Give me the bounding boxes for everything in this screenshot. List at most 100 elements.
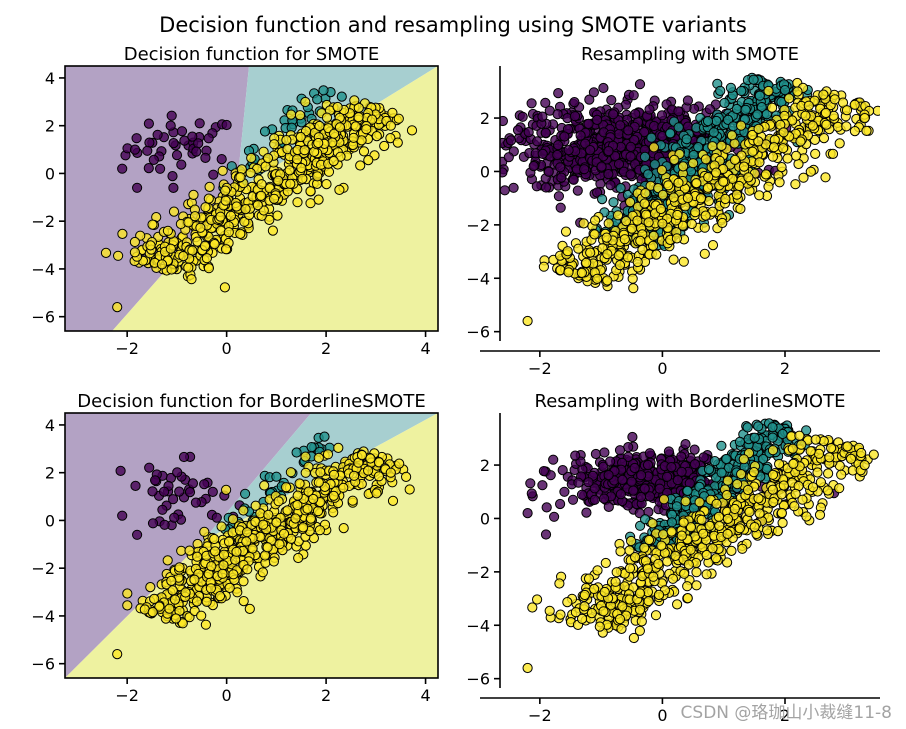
data-point bbox=[708, 127, 719, 138]
data-point bbox=[363, 155, 374, 166]
data-point bbox=[159, 519, 170, 530]
x-tick-label: 4 bbox=[420, 686, 430, 705]
subplot-title: Decision function for SMOTE bbox=[124, 44, 380, 65]
data-point bbox=[767, 102, 778, 113]
data-point bbox=[168, 138, 179, 149]
data-point bbox=[669, 154, 680, 165]
data-point bbox=[393, 113, 404, 124]
data-point bbox=[189, 211, 201, 222]
data-point bbox=[608, 197, 619, 208]
data-point bbox=[713, 511, 725, 522]
data-point bbox=[191, 146, 202, 157]
data-point bbox=[562, 246, 573, 257]
data-point bbox=[122, 600, 133, 611]
data-point bbox=[157, 504, 168, 515]
data-point bbox=[608, 109, 619, 120]
data-point bbox=[688, 158, 699, 169]
data-point bbox=[300, 467, 311, 478]
series-purple bbox=[522, 431, 840, 540]
data-point bbox=[643, 534, 655, 546]
data-point bbox=[188, 189, 199, 200]
data-point bbox=[312, 171, 323, 182]
data-point bbox=[699, 248, 710, 259]
data-point bbox=[744, 506, 755, 518]
data-point bbox=[703, 172, 714, 183]
data-point bbox=[673, 122, 684, 133]
data-point bbox=[321, 179, 332, 190]
data-point bbox=[241, 536, 252, 547]
data-point bbox=[328, 490, 339, 501]
y-tick-label: −4 bbox=[31, 260, 55, 279]
data-point bbox=[169, 594, 181, 605]
data-point bbox=[740, 104, 751, 115]
data-point bbox=[644, 491, 656, 502]
x-tick-label: 0 bbox=[222, 339, 232, 358]
data-point bbox=[836, 469, 847, 480]
data-point bbox=[603, 501, 614, 512]
data-point bbox=[716, 440, 727, 451]
data-point bbox=[685, 544, 696, 555]
data-point bbox=[682, 581, 693, 592]
y-tick-label: −2 bbox=[466, 216, 490, 235]
data-point bbox=[673, 177, 684, 188]
data-point bbox=[117, 510, 128, 521]
x-tick-label: 2 bbox=[780, 359, 790, 378]
data-point bbox=[205, 583, 216, 594]
data-point bbox=[827, 148, 839, 159]
data-point bbox=[559, 486, 570, 497]
x-tick-label: 2 bbox=[321, 339, 331, 358]
data-point bbox=[183, 217, 194, 228]
data-point bbox=[554, 578, 565, 589]
data-point bbox=[810, 434, 821, 445]
data-point bbox=[313, 194, 324, 205]
data-point bbox=[653, 558, 664, 570]
data-point bbox=[147, 518, 159, 529]
y-tick-label: −2 bbox=[31, 559, 55, 578]
data-point bbox=[556, 172, 567, 183]
data-point bbox=[678, 517, 689, 528]
data-point bbox=[726, 545, 737, 557]
data-point bbox=[803, 100, 814, 111]
data-point bbox=[262, 153, 274, 164]
data-point bbox=[859, 113, 870, 124]
data-point bbox=[166, 575, 177, 587]
data-point bbox=[700, 210, 711, 221]
data-point bbox=[821, 119, 832, 130]
data-point bbox=[625, 197, 636, 208]
data-point bbox=[576, 267, 588, 278]
data-point bbox=[648, 230, 659, 241]
y-tick-label: −6 bbox=[31, 655, 55, 674]
data-point bbox=[585, 145, 596, 156]
series-yellow bbox=[112, 442, 415, 660]
data-point bbox=[691, 178, 702, 189]
data-point bbox=[686, 218, 697, 230]
y-tick-label: −2 bbox=[31, 212, 55, 231]
data-point bbox=[485, 142, 494, 151]
data-point bbox=[657, 189, 669, 200]
data-point bbox=[557, 465, 568, 476]
data-point bbox=[500, 115, 508, 127]
data-point bbox=[603, 146, 614, 157]
data-point bbox=[522, 507, 533, 519]
data-point bbox=[812, 467, 823, 478]
data-point bbox=[201, 253, 212, 264]
data-point bbox=[500, 185, 510, 196]
data-point bbox=[303, 486, 314, 497]
data-point bbox=[636, 616, 647, 627]
data-point bbox=[355, 160, 366, 171]
data-point bbox=[581, 257, 592, 268]
data-point bbox=[186, 274, 197, 285]
data-point bbox=[211, 512, 222, 523]
data-point bbox=[753, 123, 764, 134]
data-point bbox=[570, 450, 581, 461]
data-point bbox=[589, 583, 600, 595]
data-point bbox=[100, 247, 112, 258]
series-yellow bbox=[522, 430, 879, 674]
data-point bbox=[772, 526, 784, 537]
data-point bbox=[628, 283, 639, 294]
data-point bbox=[754, 190, 765, 201]
data-point bbox=[394, 458, 405, 469]
data-point bbox=[223, 536, 235, 547]
x-tick-label: −2 bbox=[115, 339, 139, 358]
